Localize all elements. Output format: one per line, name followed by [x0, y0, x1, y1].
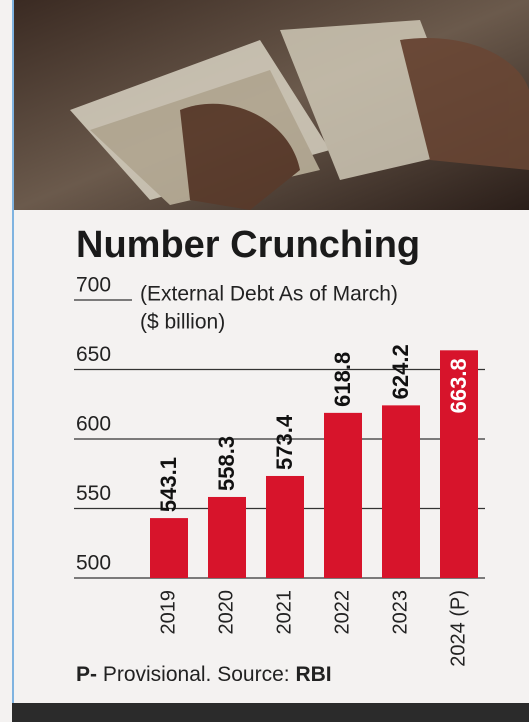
- x-tick-label: 2023: [389, 590, 411, 635]
- frame-line: [12, 0, 14, 722]
- bar: [150, 518, 188, 578]
- photo-notes: [70, 20, 529, 210]
- value-label: 618.8: [330, 352, 355, 407]
- x-tick-label: 2019: [157, 590, 179, 635]
- unit-label: ($ billion): [140, 311, 225, 334]
- bar: [266, 475, 304, 578]
- footnote: P- Provisional. Source: RBI: [76, 663, 332, 686]
- x-tick-label: 2024 (P): [447, 590, 469, 667]
- footnote-source: RBI: [295, 663, 331, 686]
- y-tick-label: 650: [76, 343, 111, 366]
- bottom-band: [12, 703, 529, 722]
- chart-title: Number Crunching: [76, 224, 420, 266]
- x-tick-label: 2021: [273, 590, 295, 635]
- value-label: 573.4: [272, 414, 297, 470]
- value-label: 624.2: [388, 344, 413, 399]
- x-tick-label: 2022: [331, 590, 353, 635]
- x-tick-label: 2020: [215, 590, 237, 635]
- bar: [324, 412, 362, 578]
- footnote-prefix: P-: [76, 663, 97, 686]
- y-tick-label: 700: [76, 274, 111, 297]
- bar: [208, 496, 246, 578]
- y-tick-label: 550: [76, 482, 111, 505]
- value-label: 663.8: [446, 358, 471, 413]
- value-label: 543.1: [156, 457, 181, 512]
- chart-subtitle: (External Debt As of March): [140, 283, 398, 306]
- bar: [440, 350, 478, 578]
- bar: [382, 405, 420, 578]
- y-tick-label: 600: [76, 413, 111, 436]
- y-tick-label: 500: [76, 552, 111, 575]
- value-label: 558.3: [214, 436, 239, 491]
- footnote-text: Provisional. Source:: [97, 663, 295, 686]
